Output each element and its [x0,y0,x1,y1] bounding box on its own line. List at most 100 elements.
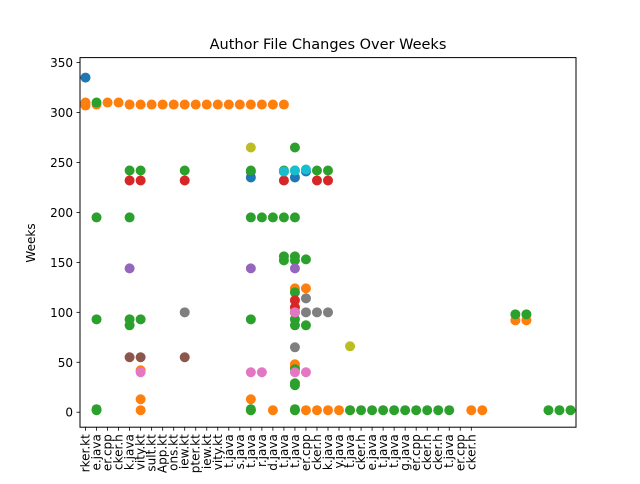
x-tick-label: er.cpp [299,434,313,471]
data-point [91,212,102,223]
data-point [212,99,223,110]
x-tick-label: s.java [233,434,247,469]
data-point [433,405,444,416]
x-tick-label: d.java [266,434,280,471]
data-point [289,212,300,223]
data-point [135,367,146,378]
data-point [323,175,333,186]
y-tick-label: 200 [50,206,73,220]
x-tick-label: er.cpp [453,434,467,471]
data-point [422,405,433,416]
data-point [311,175,322,186]
data-point [245,394,256,405]
chart-title: Author File Changes Over Weeks [210,37,447,53]
data-point [289,142,300,153]
data-point [300,254,311,265]
x-tick-label: App.kt [156,434,170,473]
data-point [179,165,190,176]
x-tick-label: t.java [387,434,401,468]
data-point [510,309,521,320]
data-point [256,212,267,223]
data-point [311,405,322,416]
data-point [543,405,554,416]
x-tick-label: sult.kt [145,434,159,472]
data-point [389,405,400,416]
data-point [565,405,576,416]
data-point [289,367,300,378]
data-point [135,99,146,110]
x-tick-label: cker.h [310,434,324,470]
data-point [91,405,102,416]
data-point [289,287,300,298]
x-tick-label: r.java [255,434,269,467]
y-tick-label: 0 [65,406,73,420]
x-tick-label: iew.kt [200,434,214,469]
x-tick-label: e.java [90,434,104,470]
x-tick-label: g.java [398,434,412,471]
x-tick-label: iew.kt [178,434,192,469]
x-tick-label: rker.kt [79,434,93,472]
data-point [378,405,389,416]
data-point [124,99,135,110]
y-tick-label: 300 [50,106,73,120]
data-point [135,314,146,325]
x-tick-label: t.java [244,434,258,468]
data-point [300,405,311,416]
data-point [477,405,488,416]
plot-frame [79,57,577,428]
data-point [267,99,278,110]
data-point [345,405,356,416]
x-tick-label: cker.h [112,434,126,470]
data-point [289,295,300,306]
x-tick-label: t.java [277,434,291,468]
x-tick-label: vity.kt [211,434,225,470]
x-tick-label: pter.kt [189,434,203,473]
data-point [411,405,422,416]
data-point [146,99,157,110]
data-point [444,405,455,416]
x-tick-label: cker.h [464,434,478,470]
data-point [245,314,256,325]
data-point [278,212,289,223]
data-point [135,394,146,405]
data-point [223,99,234,110]
data-point [135,352,146,363]
data-point [289,380,300,391]
data-point [278,255,289,266]
data-point [300,320,311,331]
data-point [80,72,91,83]
x-tick-label: k.java [321,434,335,470]
y-tick-label: 350 [50,56,73,70]
data-point [168,99,179,110]
data-point [300,283,311,294]
y-tick-label: 150 [50,256,73,270]
data-point [80,100,91,111]
data-point [124,320,135,331]
data-point [245,142,256,153]
data-point [256,367,267,378]
plot-area: 050100150200250300350rker.kte.javaer.cpp… [50,56,576,473]
data-point [334,405,345,416]
data-point [278,99,289,110]
x-tick-label: t.java [442,434,456,468]
data-point [367,405,378,416]
data-point [345,341,356,352]
y-axis-label: Weeks [24,223,38,262]
data-point [245,172,256,183]
data-point [356,405,367,416]
data-point [245,212,256,223]
data-point [124,175,135,186]
data-point [289,320,300,331]
data-point [135,175,146,186]
x-tick-label: t.java [376,434,390,468]
x-tick-label: ons.kt [167,434,181,471]
x-tick-label: y.java [332,434,346,468]
data-point [267,405,278,416]
data-point [190,99,201,110]
data-point [179,352,190,363]
data-point [289,165,300,176]
data-point [201,99,212,110]
